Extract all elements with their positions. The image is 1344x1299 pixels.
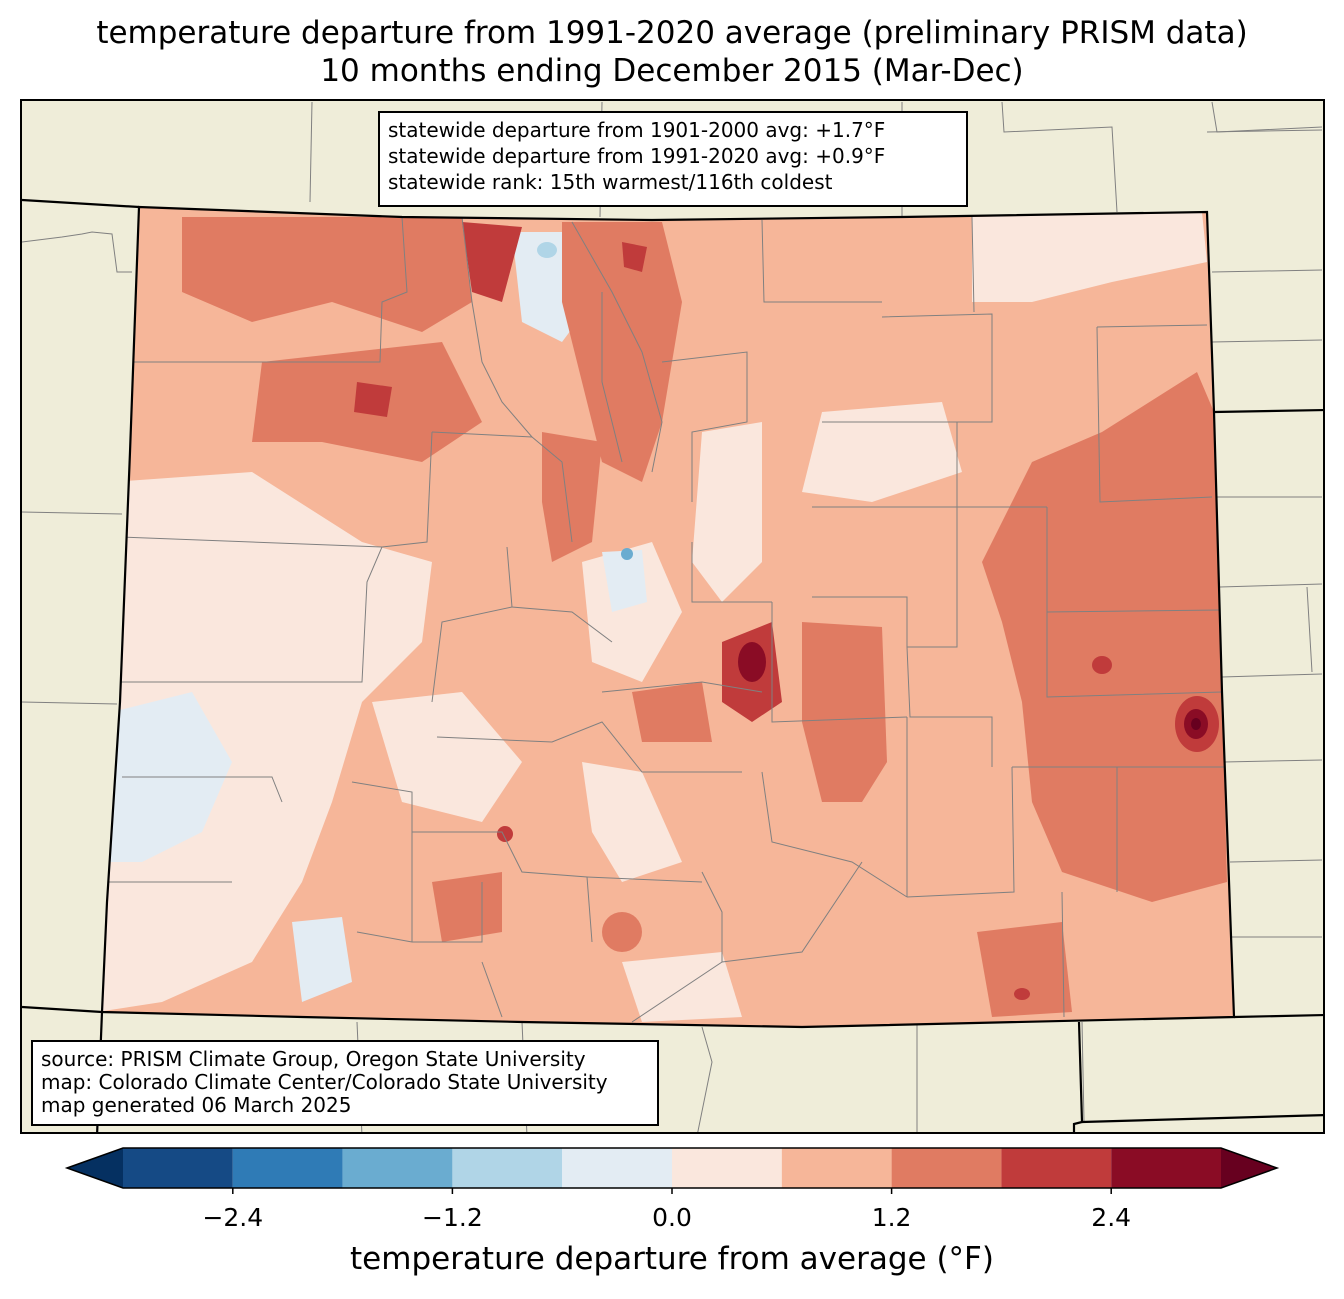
- colorbar-bin: [452, 1148, 563, 1188]
- stats-line-3: statewide rank: 15th warmest/116th colde…: [388, 170, 833, 194]
- colorbar-extend-high: [1221, 1148, 1277, 1188]
- neighbor-county-lines: [22, 101, 1323, 1132]
- colorbar-bin: [672, 1148, 782, 1188]
- colorbar-tick-label: 0.0: [652, 1203, 692, 1232]
- map-subtitle: 10 months ending December 2015 (Mar-Dec): [320, 53, 1024, 89]
- colorbar-outline: [64, 1147, 1280, 1189]
- colorbar-label: temperature departure from average (°F): [350, 1241, 994, 1277]
- colorbar-bin: [1111, 1148, 1221, 1188]
- colorbar-bin: [123, 1148, 233, 1188]
- map-title: temperature departure from 1991-2020 ave…: [96, 15, 1248, 51]
- colorbar-bin: [562, 1148, 672, 1188]
- colorbar: [64, 1147, 1280, 1194]
- colorbar-extend-low: [67, 1148, 123, 1188]
- colorbar-tick-label: 2.4: [1091, 1203, 1132, 1232]
- source-line-1: source: PRISM Climate Group, Oregon Stat…: [41, 1047, 586, 1071]
- colorado-map: [22, 101, 1323, 1132]
- map-frame: [20, 99, 1325, 1134]
- source-line-3: map generated 06 March 2025: [41, 1093, 352, 1117]
- colorbar-bin: [232, 1148, 343, 1188]
- temperature-field: [102, 207, 1234, 1027]
- colorbar-bin: [1001, 1148, 1112, 1188]
- colorbar-bin: [891, 1148, 1002, 1188]
- colorbar-bin: [342, 1148, 453, 1188]
- statewide-stats-box: statewide departure from 1901-2000 avg: …: [378, 111, 968, 207]
- colorbar-tick-label: −1.2: [422, 1203, 483, 1232]
- source-line-2: map: Colorado Climate Center/Colorado St…: [41, 1070, 608, 1094]
- colorbar-tick-label: −2.4: [202, 1203, 264, 1232]
- colorbar-tick-label: 1.2: [871, 1203, 912, 1232]
- colorbar-bin: [781, 1148, 892, 1188]
- county-lines: [107, 216, 1224, 1023]
- source-box: source: PRISM Climate Group, Oregon Stat…: [31, 1040, 659, 1126]
- stats-line-2: statewide departure from 1991-2020 avg: …: [388, 144, 886, 168]
- stats-line-1: statewide departure from 1901-2000 avg: …: [388, 118, 886, 142]
